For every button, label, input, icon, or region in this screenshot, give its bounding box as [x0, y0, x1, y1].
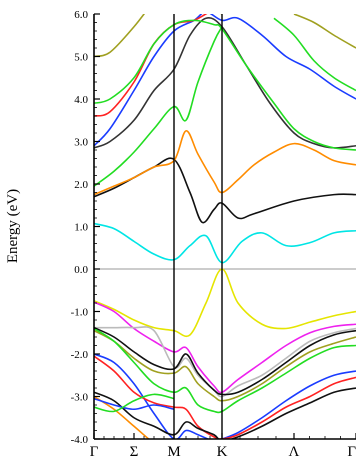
x-tick-label: Γ: [90, 444, 99, 460]
band-line-3: [94, 130, 356, 196]
band-line-19: [94, 355, 356, 439]
band-line-6: [94, 14, 356, 147]
band-line-1: [94, 222, 356, 264]
band-line-8: [94, 19, 356, 151]
y-tick-label: -1.0: [71, 307, 89, 319]
bands-layer: [94, 14, 356, 439]
y-tick-label: -4.0: [71, 434, 89, 446]
ticks-layer: 6.05.04.03.02.01.00.0-1.0-2.0-3.0-4.0Γ Σ M…: [71, 9, 356, 460]
y-tick-label: -3.0: [71, 392, 89, 404]
band-line-7: [94, 14, 208, 117]
band-line-12: [94, 268, 356, 338]
band-line-15: [94, 326, 356, 396]
band-line-10: [273, 17, 356, 92]
band-line-17: [94, 327, 356, 414]
band-line-5: [94, 17, 356, 149]
band-line-20: [94, 387, 356, 439]
y-tick-label: 5.0: [74, 52, 88, 64]
y-tick-label: 1.0: [74, 222, 88, 234]
y-axis-label: Energy (eV): [5, 189, 21, 263]
band-line-9: [94, 14, 222, 58]
x-tick-label: Σ: [130, 444, 139, 460]
y-tick-label: 4.0: [74, 94, 88, 106]
x-tick-label: Λ: [289, 444, 300, 460]
band-line-11: [293, 14, 356, 49]
x-tick-label: M: [167, 444, 180, 460]
band-line-13: [94, 301, 356, 394]
y-tick-label: 2.0: [74, 179, 88, 191]
x-tick-label: K: [217, 444, 228, 460]
y-tick-label: 3.0: [74, 137, 88, 149]
y-tick-label: -2.0: [71, 349, 89, 361]
band-line-18: [94, 353, 356, 439]
band-line-21: [94, 395, 150, 439]
band-line-23: [94, 393, 175, 413]
y-tick-label: 6.0: [74, 9, 88, 21]
band-line-16: [94, 329, 356, 402]
band-line-22: [94, 397, 175, 411]
y-tick-label: 0.0: [74, 264, 88, 276]
x-tick-label: Γ: [347, 444, 356, 460]
